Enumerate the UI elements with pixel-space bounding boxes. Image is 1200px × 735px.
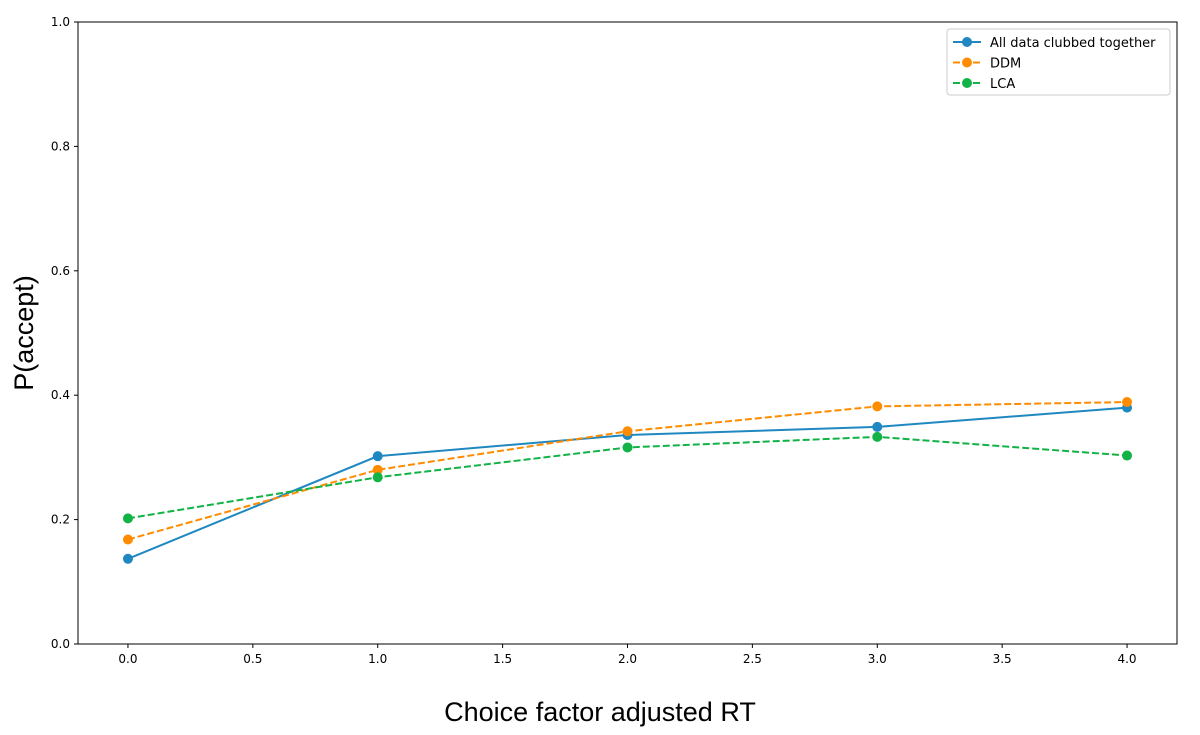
data-point-lca — [622, 442, 633, 453]
x-tick-label: 1.0 — [368, 652, 387, 666]
x-tick-label: 2.0 — [618, 652, 637, 666]
data-point-ddm — [122, 534, 133, 545]
x-tick-label: 2.5 — [743, 652, 762, 666]
data-point-lca — [1122, 450, 1133, 461]
y-tick-label: 0.0 — [51, 637, 70, 651]
y-tick-label: 1.0 — [51, 15, 70, 29]
legend-label-all-data-clubbed-together: All data clubbed together — [990, 36, 1156, 51]
x-tick-label: 4.0 — [1117, 652, 1136, 666]
y-tick-label: 0.6 — [51, 264, 70, 278]
x-tick-label: 3.0 — [868, 652, 887, 666]
x-axis: 0.0 0.5 1.0 1.5 2.0 2.5 3.0 3.5 4.0 — [118, 644, 1137, 666]
y-tick-label: 0.4 — [51, 388, 70, 402]
data-point-all-data-clubbed-together — [122, 553, 133, 564]
x-axis-title: Choice factor adjusted RT — [444, 697, 756, 727]
y-axis: 0.0 0.2 0.4 0.6 0.8 1.0 — [51, 15, 78, 651]
data-point-ddm — [1122, 397, 1133, 408]
data-point-lca — [122, 513, 133, 524]
data-point-ddm — [872, 401, 883, 412]
x-tick-label: 0.0 — [118, 652, 137, 666]
plot-frame — [77, 21, 1178, 645]
data-point-lca — [872, 431, 883, 442]
y-tick-label: 0.2 — [51, 513, 70, 527]
legend-box — [946, 28, 1171, 96]
legend-label-lca: LCA — [990, 77, 1015, 92]
legend-marker-lca — [962, 78, 972, 88]
legend-marker-ddm — [962, 57, 972, 68]
series-line-ddm — [127, 401, 1128, 541]
data-point-all-data-clubbed-together — [872, 421, 883, 432]
x-tick-label: 1.5 — [493, 652, 512, 666]
x-tick-label: 0.5 — [243, 652, 262, 666]
legend-marker-all-data-clubbed-together — [962, 37, 972, 47]
y-axis-title: P(accept) — [9, 275, 39, 391]
data-point-ddm — [372, 464, 383, 475]
y-tick-label: 0.8 — [51, 139, 70, 153]
x-tick-label: 3.5 — [993, 652, 1012, 666]
data-point-all-data-clubbed-together — [372, 451, 383, 462]
legend-label-ddm: DDM — [990, 57, 1021, 72]
data-point-lca — [372, 472, 383, 483]
legend: All data clubbed together DDM LCA — [946, 28, 1171, 96]
data-point-ddm — [622, 426, 633, 437]
plot-layer — [122, 397, 1133, 564]
